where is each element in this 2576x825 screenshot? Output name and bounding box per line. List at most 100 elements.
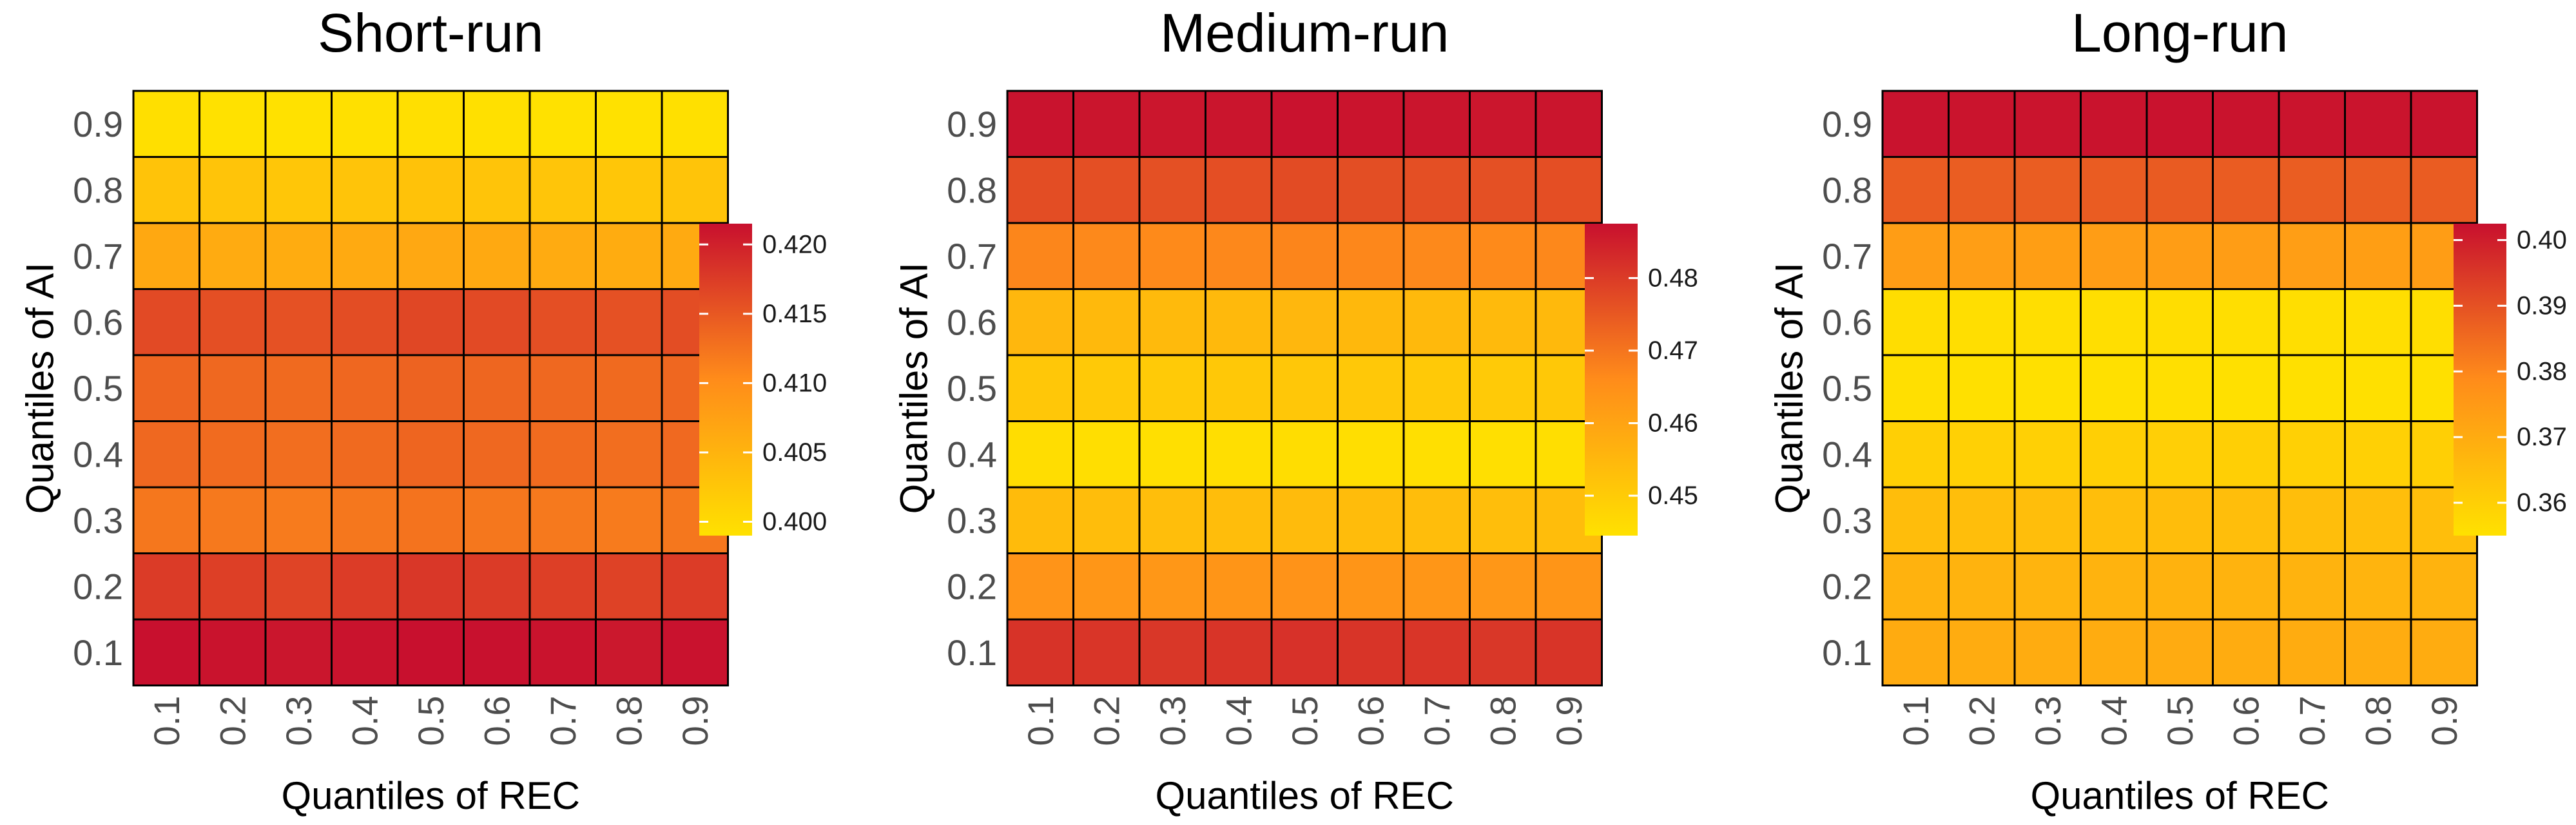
heatmap-cell xyxy=(2013,552,2082,621)
heatmap-cell xyxy=(132,552,200,621)
legend-tick-label: 0.420 xyxy=(762,230,827,258)
heatmap-cell xyxy=(1948,552,2016,621)
y-tick-label: 0.1 xyxy=(1822,632,1872,673)
color-legend-bar xyxy=(699,224,752,536)
heatmap-cell xyxy=(199,618,267,686)
heatmap-cell xyxy=(1270,552,1339,621)
heatmap-cell xyxy=(132,486,200,554)
x-tick-label: 0.4 xyxy=(2093,696,2134,746)
heatmap-cell xyxy=(2278,90,2346,158)
y-axis-label: Quantiles of AI xyxy=(19,262,62,514)
heatmap-cell xyxy=(264,354,333,422)
heatmap-cell xyxy=(1402,222,1471,290)
heatmap-cell xyxy=(1881,90,1950,158)
heatmap-cell xyxy=(2344,552,2412,621)
heatmap-cell xyxy=(331,156,399,224)
y-tick-label: 0.6 xyxy=(1822,302,1872,342)
y-axis-label: Quantiles of AI xyxy=(1768,262,1811,514)
heatmap-cell xyxy=(132,354,200,422)
legend-tick-label: 0.39 xyxy=(2517,291,2567,320)
heatmap-cell xyxy=(528,420,597,489)
heatmap-cell xyxy=(528,288,597,356)
heatmap-cell xyxy=(1138,90,1206,158)
heatmap-cell xyxy=(661,618,729,686)
heatmap-cell xyxy=(2278,354,2346,422)
y-tick-label: 0.6 xyxy=(947,302,997,342)
heatmap-cell xyxy=(1337,90,1405,158)
heatmap-cell xyxy=(396,354,465,422)
heatmap-cell xyxy=(1072,618,1141,686)
legend-tick-label: 0.410 xyxy=(762,369,827,397)
x-tick-label: 0.2 xyxy=(212,696,253,746)
heatmap-panel-3: Long-run 0.1 0.2 0.3 0.4 0.5 0.6 0.7 0.8 0.9 0.1 0.… xyxy=(1768,3,2567,817)
heatmap-cell xyxy=(1535,552,1603,621)
heatmap-cell xyxy=(1402,156,1471,224)
heatmap-cell xyxy=(1881,288,1950,356)
y-tick-label: 0.4 xyxy=(1822,434,1872,474)
y-tick-label: 0.5 xyxy=(1822,368,1872,409)
heatmap-cell xyxy=(528,618,597,686)
heatmap-cell xyxy=(2080,222,2148,290)
heatmap-cell xyxy=(2145,420,2214,489)
heatmap-cell xyxy=(1337,552,1405,621)
heatmap-cell xyxy=(1270,486,1339,554)
heatmap-cell xyxy=(1138,618,1206,686)
heatmap-cell xyxy=(463,222,531,290)
heatmap-cell xyxy=(264,156,333,224)
x-tick-label: 0.1 xyxy=(1895,696,1936,746)
heatmap-cell xyxy=(2145,156,2214,224)
y-tick-label: 0.3 xyxy=(73,500,123,541)
y-tick-label: 0.7 xyxy=(947,236,997,277)
heatmap-cell xyxy=(199,288,267,356)
x-tick-label: 0.5 xyxy=(1284,696,1325,746)
heatmap-cell xyxy=(1881,552,1950,621)
heatmap-cell xyxy=(396,222,465,290)
heatmap-cell xyxy=(1138,288,1206,356)
heatmap-cell xyxy=(1337,222,1405,290)
x-tick-label: 0.2 xyxy=(1961,696,2002,746)
x-tick-label: 0.9 xyxy=(2424,696,2465,746)
heatmap-cell xyxy=(1138,552,1206,621)
heatmap-cell xyxy=(595,486,663,554)
heatmap-cell xyxy=(264,420,333,489)
heatmap-cell xyxy=(264,618,333,686)
y-tick-label: 0.7 xyxy=(73,236,123,277)
heatmap-cell xyxy=(1881,618,1950,686)
heatmap-cell xyxy=(1402,90,1471,158)
heatmap-cell xyxy=(528,354,597,422)
heatmap-cell xyxy=(264,552,333,621)
heatmap-cell xyxy=(2278,156,2346,224)
heatmap-cell xyxy=(1402,420,1471,489)
heatmap-cell xyxy=(661,156,729,224)
color-legend-bar xyxy=(2454,224,2506,536)
heatmap-cell xyxy=(661,90,729,158)
heatmap-cell xyxy=(2145,552,2214,621)
heatmap-cell xyxy=(1402,288,1471,356)
x-tick-label: 0.7 xyxy=(2292,696,2332,746)
x-tick-label: 0.8 xyxy=(1482,696,1523,746)
x-axis-label: Quantiles of REC xyxy=(2030,774,2329,817)
heatmap-cell xyxy=(264,222,333,290)
heatmap-cell xyxy=(1072,486,1141,554)
heatmap-cell xyxy=(2145,90,2214,158)
panel-title: Long-run xyxy=(2071,3,2288,63)
x-tick-label: 0.3 xyxy=(1152,696,1193,746)
heatmap-cell xyxy=(2278,288,2346,356)
x-tick-label: 0.3 xyxy=(278,696,319,746)
heatmap-panel-1: Short-run 0.1 0.2 0.3 0.4 0.5 0.6 0.7 0.8 0.9 0.1 0… xyxy=(19,3,828,817)
heatmap-cell xyxy=(2212,90,2280,158)
legend-tick-label: 0.37 xyxy=(2517,423,2567,451)
heatmap-cell xyxy=(2344,486,2412,554)
heatmap-cell xyxy=(1205,222,1273,290)
heatmap-cell xyxy=(1402,486,1471,554)
heatmap-cell xyxy=(1006,156,1074,224)
heatmap-cell xyxy=(2212,354,2280,422)
legend-tick-label: 0.46 xyxy=(1648,409,1698,438)
heatmap-cell xyxy=(1469,288,1537,356)
heatmap-cell xyxy=(1881,486,1950,554)
heatmap-cell xyxy=(132,288,200,356)
heatmap-cell xyxy=(595,156,663,224)
heatmap-cell xyxy=(2278,618,2346,686)
x-tick-label: 0.9 xyxy=(1549,696,1589,746)
x-axis-label: Quantiles of REC xyxy=(1155,774,1454,817)
